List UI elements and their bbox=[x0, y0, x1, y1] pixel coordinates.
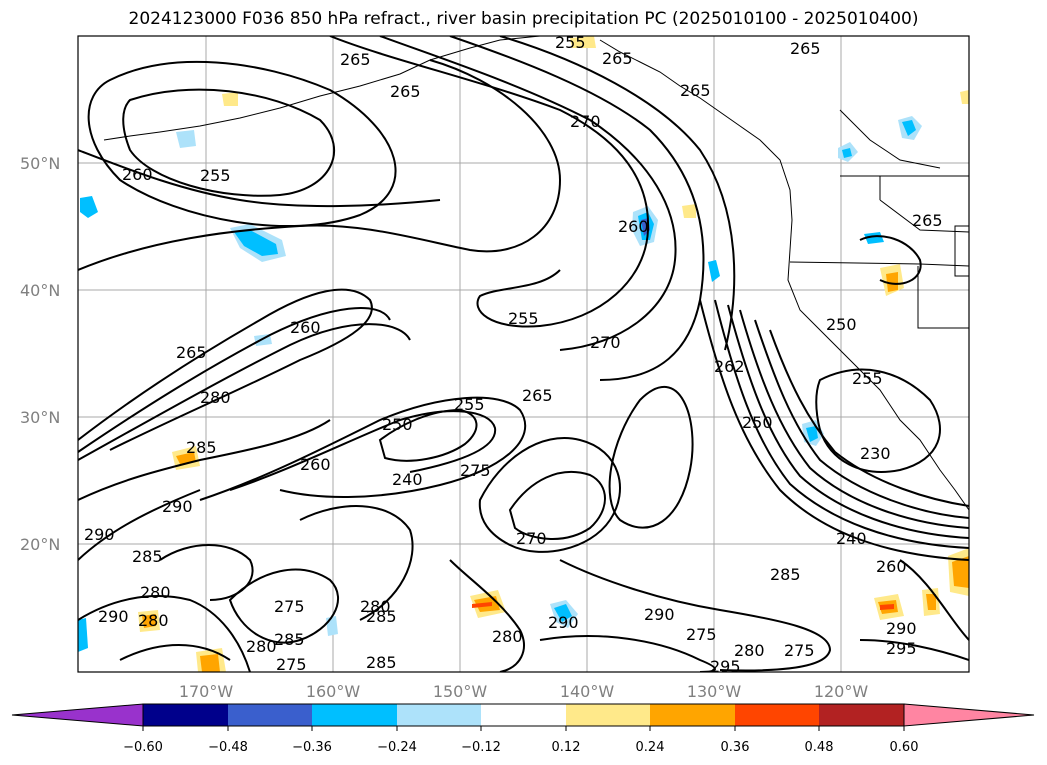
contour-label: 260 bbox=[618, 217, 649, 236]
contour-label: 265 bbox=[602, 49, 633, 68]
contour-label: 285 bbox=[186, 438, 217, 457]
longitude-labels: 170°W 160°W 150°W 140°W 130°W 120°W bbox=[179, 682, 869, 701]
lon-label-130w: 130°W bbox=[687, 682, 742, 701]
contour-label: 260 bbox=[300, 455, 331, 474]
contour-label: 270 bbox=[570, 112, 601, 131]
contour-label: 285 bbox=[274, 630, 305, 649]
colorbar-tick-label: −0.12 bbox=[461, 740, 501, 755]
lon-label-140w: 140°W bbox=[560, 682, 615, 701]
colorbar-segment bbox=[566, 704, 650, 726]
contour-label: 260 bbox=[290, 318, 321, 337]
contour-label: 255 bbox=[555, 33, 586, 52]
contour-label: 275 bbox=[686, 625, 717, 644]
lat-label-50n: 50°N bbox=[20, 154, 60, 173]
contour-label: 230 bbox=[860, 444, 891, 463]
contour-label: 290 bbox=[886, 619, 917, 638]
colorbar-segment bbox=[397, 704, 481, 726]
contour-label: 290 bbox=[84, 525, 115, 544]
contours bbox=[78, 36, 969, 672]
colorbar-tick-label: 0.48 bbox=[805, 740, 834, 755]
contour-label: 280 bbox=[360, 597, 391, 616]
colorbar-segment bbox=[312, 704, 397, 726]
contour-label: 290 bbox=[548, 613, 579, 632]
lon-label-150w: 150°W bbox=[433, 682, 488, 701]
colorbar-segment bbox=[481, 704, 566, 726]
contour-label: 275 bbox=[460, 461, 491, 480]
colorbar-segment bbox=[650, 704, 735, 726]
map-area bbox=[78, 36, 969, 672]
coastlines bbox=[103, 36, 969, 511]
colorbar-segment bbox=[228, 704, 312, 726]
contour-label: 290 bbox=[98, 607, 129, 626]
contour-label: 255 bbox=[508, 309, 539, 328]
colorbar-tick-label: −0.24 bbox=[377, 740, 417, 755]
contour-label: 285 bbox=[132, 547, 163, 566]
contour-label: 265 bbox=[790, 39, 821, 58]
contour-label: 260 bbox=[122, 165, 153, 184]
contour-label: 285 bbox=[770, 565, 801, 584]
contour-label: 260 bbox=[876, 557, 907, 576]
contour-label: 290 bbox=[644, 605, 675, 624]
contour-label: 270 bbox=[590, 333, 621, 352]
latitude-labels: 50°N 40°N 30°N 20°N bbox=[20, 154, 60, 554]
contour-label: 285 bbox=[366, 653, 397, 672]
contour-label: 265 bbox=[176, 343, 207, 362]
contour-label: 265 bbox=[340, 50, 371, 69]
contour-label: 280 bbox=[734, 641, 765, 660]
colorbar-segment bbox=[735, 704, 819, 726]
contour-label: 255 bbox=[454, 395, 485, 414]
contour-label: 250 bbox=[742, 413, 773, 432]
map-frame bbox=[77, 35, 970, 673]
contour-labels: 265 265 255 265 270 265 260 255 260 265 … bbox=[84, 33, 943, 676]
colorbar-tick-label: −0.36 bbox=[292, 740, 332, 755]
contour-label: 275 bbox=[784, 641, 815, 660]
contour-label: 265 bbox=[390, 82, 421, 101]
colorbar-extend-left bbox=[11, 703, 144, 727]
colorbar-tick-label: 0.36 bbox=[721, 740, 750, 755]
colorbar-extend-right bbox=[903, 703, 1035, 727]
contour-label: 280 bbox=[140, 583, 171, 602]
contour-label: 265 bbox=[680, 81, 711, 100]
colorbar-segment bbox=[819, 704, 904, 726]
contour-label: 250 bbox=[826, 315, 857, 334]
contour-label: 265 bbox=[912, 211, 943, 230]
contour-label: 290 bbox=[162, 497, 193, 516]
contour-label: 240 bbox=[392, 470, 423, 489]
contour-label: 275 bbox=[274, 597, 305, 616]
contour-label: 255 bbox=[852, 369, 883, 388]
contour-label: 275 bbox=[276, 655, 307, 674]
contour-label: 295 bbox=[710, 657, 741, 676]
contour-label: 295 bbox=[886, 639, 917, 658]
lat-label-20n: 20°N bbox=[20, 535, 60, 554]
contour-label: 280 bbox=[246, 637, 277, 656]
contour-label: 255 bbox=[200, 166, 231, 185]
lon-label-170w: 170°W bbox=[179, 682, 234, 701]
colorbar-segment bbox=[143, 704, 228, 726]
colorbar-tick-label: −0.48 bbox=[208, 740, 248, 755]
lon-label-160w: 160°W bbox=[306, 682, 361, 701]
colorbar-tick-label: 0.12 bbox=[552, 740, 581, 755]
contour-label: 285 bbox=[366, 607, 397, 626]
lon-label-120w: 120°W bbox=[814, 682, 869, 701]
colorbar-tick-label: 0.60 bbox=[890, 740, 919, 755]
contour-label: 280 bbox=[138, 611, 169, 630]
contour-label: 265 bbox=[522, 386, 553, 405]
colorbar-tick-label: −0.60 bbox=[123, 740, 163, 755]
contour-label: 250 bbox=[382, 415, 413, 434]
colorbar: −0.60 −0.48 −0.36 −0.24 −0.12 0.12 0.24 … bbox=[11, 703, 1035, 755]
contour-label: 280 bbox=[200, 388, 231, 407]
contour-label: 280 bbox=[492, 627, 523, 646]
contour-label: 240 bbox=[836, 529, 867, 548]
contour-label: 270 bbox=[516, 529, 547, 548]
map-title: 2024123000 F036 850 hPa refract., river … bbox=[128, 9, 919, 29]
contour-label: 262 bbox=[714, 357, 745, 376]
colorbar-tick-label: 0.24 bbox=[636, 740, 665, 755]
lat-label-40n: 40°N bbox=[20, 281, 60, 300]
lat-label-30n: 30°N bbox=[20, 408, 60, 427]
